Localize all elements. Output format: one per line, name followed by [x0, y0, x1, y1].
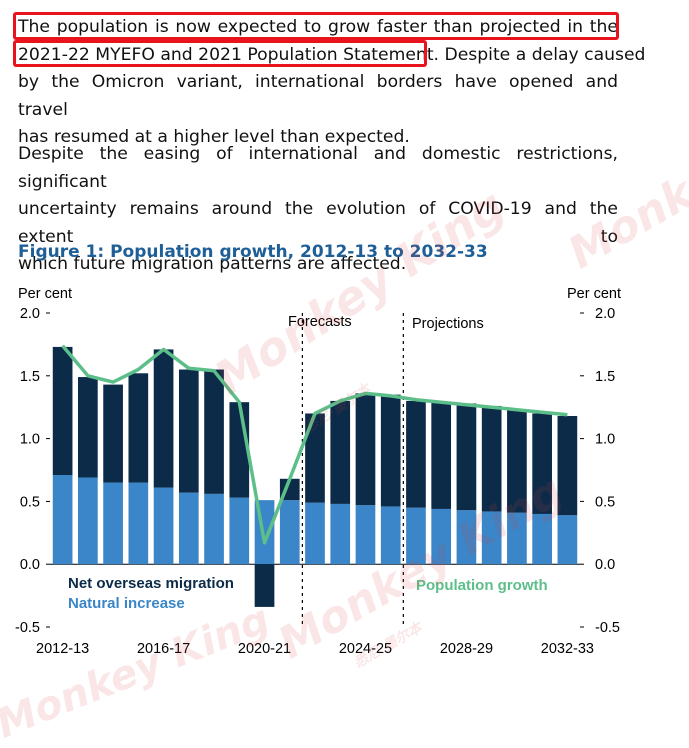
bar-natural-increase: [305, 502, 325, 565]
bar-natural-increase: [128, 482, 149, 565]
y-tick-label-right: 1.5: [595, 369, 615, 385]
bar-natural-increase: [153, 487, 174, 565]
legend-natural-increase: Natural increase: [68, 595, 185, 612]
bar-natural-increase: [204, 493, 224, 565]
bar-net-overseas-migration: [128, 373, 149, 483]
x-tick-label: 2028-29: [440, 641, 493, 657]
bar-net-overseas-migration: [52, 346, 73, 476]
paragraph-uncertainty: Despite the easing of international and …: [18, 141, 618, 279]
y-tick-label-left: 2.0: [20, 306, 40, 322]
bar-net-overseas-migration: [507, 409, 527, 513]
y-tick-label-left: 1.5: [20, 369, 40, 385]
bar-net-overseas-migration: [178, 369, 199, 493]
y-ticks-right: 2.0 1.5 1.0 0.5 0.0 -0.5: [595, 306, 620, 636]
x-tick-labels: 2012-13 2016-17 2020-21 2024-25 2028-29 2032-…: [36, 641, 594, 657]
bar-net-overseas-migration: [380, 394, 401, 507]
bar-natural-increase: [279, 500, 300, 565]
y-tick-label-right: 0.0: [595, 557, 615, 573]
forecast-dividers: [301, 313, 404, 627]
annotation-forecasts: Forecasts: [288, 314, 352, 330]
bar-net-overseas-migration: [532, 413, 552, 514]
bar-net-overseas-migration: [481, 405, 502, 512]
paragraph1-line4: has resumed at a higher level than expec…: [18, 127, 410, 147]
bar-natural-increase: [532, 513, 552, 565]
bar-net-overseas-migration: [305, 413, 325, 503]
y-tick-label-right: -0.5: [595, 620, 620, 636]
bar-net-overseas-migration: [330, 400, 351, 504]
population-growth-line: [61, 344, 568, 545]
paragraph1-line2-rest: Despite a delay caused: [439, 44, 646, 65]
y-tick-label-right: 2.0: [595, 306, 615, 322]
paragraph1-line2: 2021-22 MYEFO and 2021 Population Statem…: [18, 42, 645, 70]
bar-net-overseas-migration: [78, 377, 98, 478]
bar-net-overseas-migration: [557, 415, 578, 516]
x-tick-label: 2024-25: [339, 641, 392, 657]
bar-net-overseas-migration: [406, 400, 426, 508]
bar-natural-increase: [380, 506, 401, 565]
bar-natural-increase: [431, 508, 452, 565]
paragraph2-line3: which future migration patterns are affe…: [18, 254, 407, 274]
bar-net-overseas-migration: [153, 349, 174, 488]
bar-natural-increase: [406, 507, 426, 565]
figure-title: Figure 1: Population growth, 2012-13 to …: [18, 242, 488, 262]
x-tick-label: 2016-17: [137, 641, 190, 657]
highlight-box-line1: [13, 12, 619, 40]
y-tick-label-right: 0.5: [595, 494, 615, 510]
x-tick-label: 2012-13: [36, 641, 89, 657]
paragraph2-line1: Despite the easing of international and …: [18, 144, 618, 192]
bar-natural-increase: [507, 512, 527, 565]
annotation-projections: Projections: [412, 316, 484, 332]
bar-natural-increase: [52, 475, 73, 565]
y-unit-right: Per cent: [567, 286, 621, 302]
bar-natural-increase: [78, 477, 98, 565]
paragraph1-line3: by the Omicron variant, international bo…: [18, 72, 618, 120]
paragraph1-line2-highlighted: 2021-22 MYEFO and 2021 Population Statem…: [18, 44, 440, 65]
y-tick-label-left: 1.0: [20, 432, 40, 448]
bar-natural-increase: [178, 492, 199, 565]
paragraph-population-expected: The population is now expected to grow f…: [18, 14, 645, 152]
y-tick-label-right: 1.0: [595, 432, 615, 448]
bar-net-overseas-migration: [355, 393, 376, 506]
legend-population-growth: Population growth: [416, 577, 548, 594]
y-tick-label-left: -0.5: [15, 620, 40, 636]
bar-natural-increase: [103, 482, 123, 565]
y-tick-label-left: 0.5: [20, 494, 40, 510]
bar-natural-increase: [330, 503, 351, 565]
bar-natural-increase: [557, 515, 578, 565]
bar-net-overseas-migration: [254, 564, 275, 607]
x-tick-label: 2020-21: [238, 641, 291, 657]
paragraph2-line2: uncertainty remains around the evolution…: [18, 199, 618, 247]
y-tick-label-left: 0.0: [20, 557, 40, 573]
highlight-box-line2: [13, 40, 427, 67]
bar-net-overseas-migration: [456, 403, 477, 511]
x-tick-label: 2032-33: [541, 641, 594, 657]
population-growth-chart: Per cent Per cent 2.0 1.5 1.0 0.5 0.0 -0.5 2.…: [15, 286, 621, 657]
y-ticks-left: 2.0 1.5 1.0 0.5 0.0 -0.5: [15, 306, 40, 636]
bar-net-overseas-migration: [431, 402, 452, 509]
y-unit-left: Per cent: [18, 286, 72, 302]
bar-net-overseas-migration: [103, 384, 123, 483]
bar-natural-increase: [456, 510, 477, 565]
bar-natural-increase: [229, 497, 250, 565]
legend-net-overseas-migration: Net overseas migration: [68, 575, 234, 592]
bar-series: [52, 346, 578, 607]
bar-natural-increase: [355, 505, 376, 565]
paragraph1-line1: The population is now expected to grow f…: [18, 17, 618, 37]
bar-natural-increase: [481, 511, 502, 565]
bar-net-overseas-migration: [204, 369, 224, 494]
